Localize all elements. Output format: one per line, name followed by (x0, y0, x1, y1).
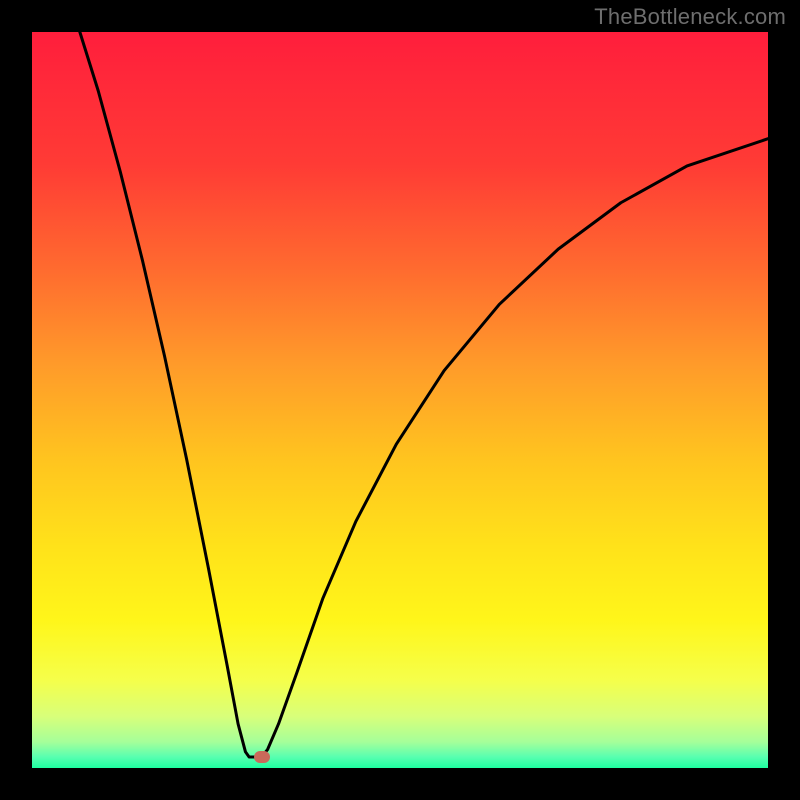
bottleneck-curve (32, 32, 768, 768)
chart-frame: TheBottleneck.com (0, 0, 800, 800)
watermark-text: TheBottleneck.com (594, 4, 786, 30)
plot-area (32, 32, 768, 768)
curve-path (80, 32, 768, 757)
min-point-marker (254, 751, 270, 763)
